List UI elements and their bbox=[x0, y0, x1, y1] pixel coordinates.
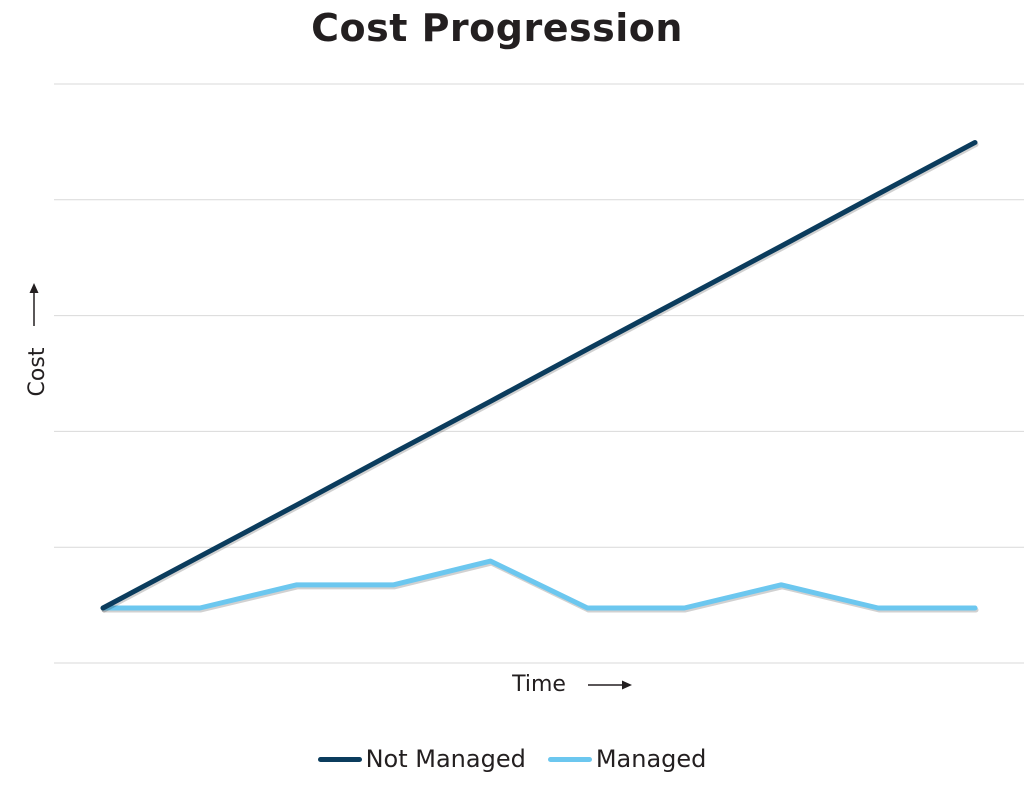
legend-swatch-not-managed bbox=[317, 756, 362, 762]
chart-title: Cost Progression bbox=[311, 6, 683, 50]
x-axis-label: Time bbox=[511, 672, 566, 697]
legend: Not Managed Managed bbox=[0, 745, 1024, 773]
legend-item-managed: Managed bbox=[547, 745, 707, 773]
legend-swatch-managed bbox=[547, 756, 592, 762]
x-axis-arrow-icon bbox=[588, 680, 632, 690]
legend-item-not-managed: Not Managed bbox=[317, 745, 526, 773]
legend-label-not-managed: Not Managed bbox=[365, 745, 526, 773]
series-layer bbox=[100, 139, 979, 613]
y-axis-label-group: Cost bbox=[25, 347, 50, 396]
y-axis-label: Cost bbox=[25, 347, 50, 396]
y-axis-arrow-icon bbox=[29, 283, 39, 326]
series-line-managed bbox=[100, 558, 978, 611]
legend-label-managed: Managed bbox=[595, 745, 707, 773]
series-line-not-managed bbox=[100, 139, 978, 611]
